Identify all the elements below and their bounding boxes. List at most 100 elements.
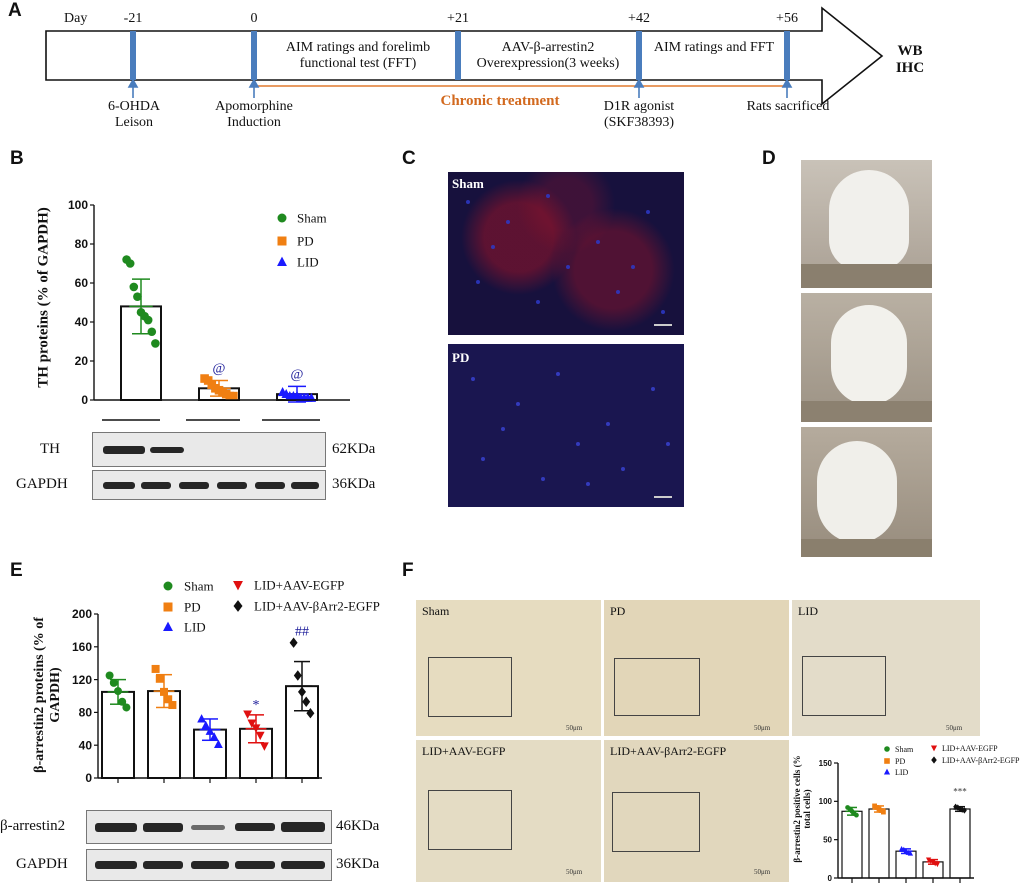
data-point bbox=[930, 859, 936, 865]
y-tick-label: 80 bbox=[75, 237, 89, 251]
ihc-image-pd: PD 50μm bbox=[604, 600, 789, 736]
y-tick-label: 0 bbox=[85, 771, 92, 785]
blot-size: 36KDa bbox=[336, 856, 380, 872]
timeline-day-value: +21 bbox=[447, 11, 469, 26]
legend-label: PD bbox=[184, 600, 201, 615]
legend-marker bbox=[163, 602, 173, 612]
western-blot-gapdh-b bbox=[92, 470, 326, 500]
timeline-phase-text: AIM ratings and forelimb functional test… bbox=[285, 40, 431, 71]
rat-photo-3 bbox=[801, 427, 932, 557]
data-point bbox=[934, 862, 941, 868]
day-marker bbox=[636, 31, 642, 80]
panel-f-ylabel: β-arrestin2 positive cells (% total cell… bbox=[792, 755, 812, 863]
day-marker bbox=[251, 31, 257, 80]
data-point bbox=[293, 670, 302, 681]
legend-marker bbox=[163, 581, 173, 591]
panel-label-c: C bbox=[402, 148, 416, 169]
timeline-event: 6-OHDA Leison bbox=[107, 99, 161, 130]
y-tick-label: 80 bbox=[79, 706, 93, 720]
micrograph-sham: Sham bbox=[448, 172, 684, 335]
legend-label: Sham bbox=[297, 211, 327, 226]
scale-bar bbox=[654, 324, 672, 326]
roi-box bbox=[428, 790, 512, 850]
data-point bbox=[160, 687, 168, 696]
legend-label: PD bbox=[297, 234, 314, 249]
timeline-event: D1R agonist (SKF38393) bbox=[603, 99, 675, 130]
data-point bbox=[125, 259, 135, 268]
data-point bbox=[260, 742, 269, 751]
y-tick-label: 120 bbox=[72, 673, 92, 687]
panel-b-chart: 0 20 40 60 80 100 Sham PD LID @ @ bbox=[68, 198, 350, 421]
data-point bbox=[201, 720, 211, 730]
legend-label: LID+AAV-EGFP bbox=[254, 578, 344, 593]
legend-label: LID bbox=[184, 620, 206, 635]
legend-marker bbox=[233, 600, 243, 612]
ihc-label: Sham bbox=[422, 604, 450, 618]
legend-marker bbox=[884, 758, 890, 764]
legend-label: Sham bbox=[184, 579, 214, 594]
blot-label: GAPDH bbox=[16, 856, 68, 872]
western-blot-gapdh-e bbox=[86, 849, 332, 881]
end-label-wb: WB bbox=[897, 43, 923, 59]
bar bbox=[841, 810, 863, 879]
western-blot-barrestin2 bbox=[86, 810, 332, 844]
panel-e-chart: 0 40 80 120 160 200 Sham PD LID LID+AAV-EGFP LID+A… bbox=[72, 578, 380, 786]
data-point bbox=[255, 731, 265, 741]
data-point bbox=[105, 671, 114, 680]
ihc-label: LID+AAV-EGFP bbox=[422, 744, 506, 758]
roi-box bbox=[428, 657, 512, 717]
bar bbox=[949, 808, 971, 879]
legend-label: LID bbox=[297, 255, 319, 270]
legend-marker bbox=[883, 768, 891, 775]
y-tick-label: 40 bbox=[75, 315, 89, 329]
micrograph-pd: PD bbox=[448, 344, 684, 507]
timeline-phase-text: AAV-β-arrestin2 Overexpression(3 weeks) bbox=[476, 40, 620, 71]
bar bbox=[895, 850, 917, 879]
legend-marker bbox=[931, 756, 937, 764]
ihc-image-sham: Sham 50μm bbox=[416, 600, 601, 736]
y-tick-label: 100 bbox=[819, 797, 833, 806]
ihc-label: PD bbox=[610, 604, 626, 618]
legend-label: LID bbox=[895, 768, 909, 777]
day-marker bbox=[455, 31, 461, 80]
legend-marker bbox=[884, 746, 890, 752]
y-tick-label: 100 bbox=[68, 198, 88, 212]
timeline-day-label: Day bbox=[64, 11, 88, 26]
y-tick-label: 0 bbox=[828, 874, 833, 883]
data-point bbox=[302, 696, 311, 707]
legend-marker bbox=[277, 213, 287, 223]
data-point bbox=[122, 703, 131, 712]
blot-label: β-arrestin2 bbox=[0, 818, 66, 834]
data-point bbox=[114, 687, 122, 696]
data-point bbox=[209, 732, 219, 741]
scale-text: 50μm bbox=[946, 724, 963, 732]
significance-mark: @ bbox=[291, 367, 304, 382]
ihc-image-lid: LID 50μm bbox=[792, 600, 980, 736]
y-tick-label: 60 bbox=[75, 276, 89, 290]
data-point bbox=[168, 701, 177, 710]
bar bbox=[868, 808, 890, 879]
data-point bbox=[129, 282, 139, 292]
scale-text: 50μm bbox=[754, 868, 771, 876]
legend-marker bbox=[277, 256, 287, 267]
micrograph-label: PD bbox=[452, 350, 470, 365]
data-point bbox=[133, 292, 142, 301]
scale-text: 50μm bbox=[566, 724, 583, 732]
significance-mark: @ bbox=[213, 362, 226, 377]
y-tick-label: 200 bbox=[72, 607, 92, 621]
data-point bbox=[854, 812, 859, 818]
blot-size: 46KDa bbox=[336, 818, 380, 834]
timeline-day-value: 0 bbox=[250, 11, 258, 26]
data-point bbox=[229, 391, 238, 401]
legend-marker bbox=[163, 621, 173, 632]
blot-size: 36KDa bbox=[332, 476, 376, 492]
panel-label-a: A bbox=[8, 0, 22, 21]
data-point bbox=[962, 807, 967, 814]
y-tick-label: 150 bbox=[819, 759, 833, 768]
data-point bbox=[205, 726, 215, 735]
legend-label: LID+AAV-βArr2-EGFP bbox=[254, 599, 380, 614]
data-point bbox=[151, 664, 160, 673]
data-point bbox=[118, 697, 127, 706]
timeline-day-markers bbox=[130, 31, 790, 80]
timeline-day-value: -21 bbox=[123, 11, 143, 26]
